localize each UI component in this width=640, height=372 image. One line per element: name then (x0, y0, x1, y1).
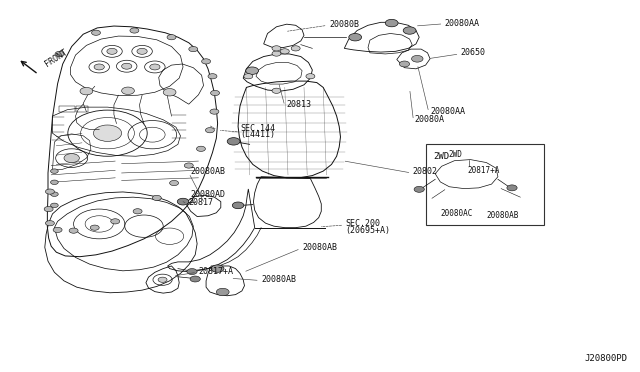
Circle shape (216, 288, 229, 296)
Circle shape (403, 27, 416, 34)
Circle shape (45, 189, 54, 194)
Circle shape (211, 90, 220, 96)
Circle shape (385, 19, 398, 27)
Text: 2WD: 2WD (433, 152, 449, 161)
Circle shape (291, 46, 300, 51)
Circle shape (53, 227, 62, 232)
Circle shape (55, 51, 64, 57)
Circle shape (137, 48, 147, 54)
Circle shape (189, 46, 198, 52)
Circle shape (122, 87, 134, 94)
Circle shape (93, 125, 122, 141)
Text: 20080AA: 20080AA (445, 19, 480, 28)
Text: SEC.200: SEC.200 (346, 219, 381, 228)
Text: 20080AD: 20080AD (191, 190, 226, 199)
Circle shape (187, 269, 197, 275)
Circle shape (280, 49, 289, 54)
Circle shape (51, 192, 58, 196)
Circle shape (244, 74, 253, 79)
Bar (59, 106, 75, 112)
Circle shape (94, 64, 104, 70)
Text: 20650: 20650 (461, 48, 486, 57)
Text: 20813: 20813 (286, 100, 311, 109)
Text: 20817+A: 20817+A (198, 267, 234, 276)
Circle shape (184, 163, 193, 168)
Circle shape (64, 154, 79, 163)
Circle shape (272, 46, 281, 51)
Circle shape (210, 109, 219, 114)
Text: J20800PD: J20800PD (584, 354, 627, 363)
Text: 20802: 20802 (413, 167, 438, 176)
Circle shape (208, 74, 217, 79)
Circle shape (246, 67, 259, 74)
Circle shape (170, 180, 179, 186)
Circle shape (51, 203, 58, 208)
Text: 20080AB: 20080AB (261, 275, 296, 284)
Circle shape (227, 138, 240, 145)
Circle shape (45, 221, 54, 226)
Text: (20695+A): (20695+A) (346, 226, 390, 235)
Circle shape (306, 74, 315, 79)
Text: 20080AB: 20080AB (191, 167, 226, 176)
Circle shape (272, 51, 281, 56)
Circle shape (205, 128, 214, 133)
Circle shape (152, 195, 161, 201)
Circle shape (412, 55, 423, 62)
Circle shape (163, 89, 176, 96)
Circle shape (90, 225, 99, 230)
Bar (426, 144, 544, 225)
Text: 20080AC: 20080AC (440, 209, 473, 218)
Text: 20080B: 20080B (330, 20, 360, 29)
Circle shape (158, 277, 167, 282)
Circle shape (44, 206, 53, 212)
Circle shape (349, 33, 362, 41)
Text: 2WD: 2WD (448, 150, 462, 159)
Circle shape (232, 202, 244, 209)
Bar (76, 106, 88, 112)
Circle shape (122, 63, 132, 69)
Circle shape (130, 28, 139, 33)
Text: SEC.144: SEC.144 (241, 124, 276, 133)
Circle shape (111, 219, 120, 224)
Circle shape (414, 186, 424, 192)
Circle shape (202, 59, 211, 64)
Circle shape (167, 35, 176, 40)
Text: 20817: 20817 (189, 198, 214, 207)
Text: FRONT: FRONT (43, 48, 68, 69)
Circle shape (190, 276, 200, 282)
Circle shape (51, 169, 58, 173)
Circle shape (133, 209, 142, 214)
Circle shape (507, 185, 517, 191)
Circle shape (107, 48, 117, 54)
Circle shape (51, 180, 58, 185)
Circle shape (196, 146, 205, 151)
Text: 20080AB: 20080AB (302, 243, 337, 252)
Text: (L4411): (L4411) (241, 130, 276, 139)
Circle shape (92, 30, 100, 35)
Text: 20080A: 20080A (415, 115, 445, 124)
Text: 20080AB: 20080AB (486, 211, 519, 220)
Circle shape (69, 228, 78, 233)
Circle shape (399, 61, 410, 67)
Circle shape (272, 88, 281, 93)
Circle shape (150, 64, 160, 70)
Circle shape (211, 265, 224, 272)
Text: 20080AA: 20080AA (430, 107, 465, 116)
Text: 20817+A: 20817+A (467, 166, 500, 175)
Circle shape (177, 198, 189, 205)
Circle shape (80, 87, 93, 95)
